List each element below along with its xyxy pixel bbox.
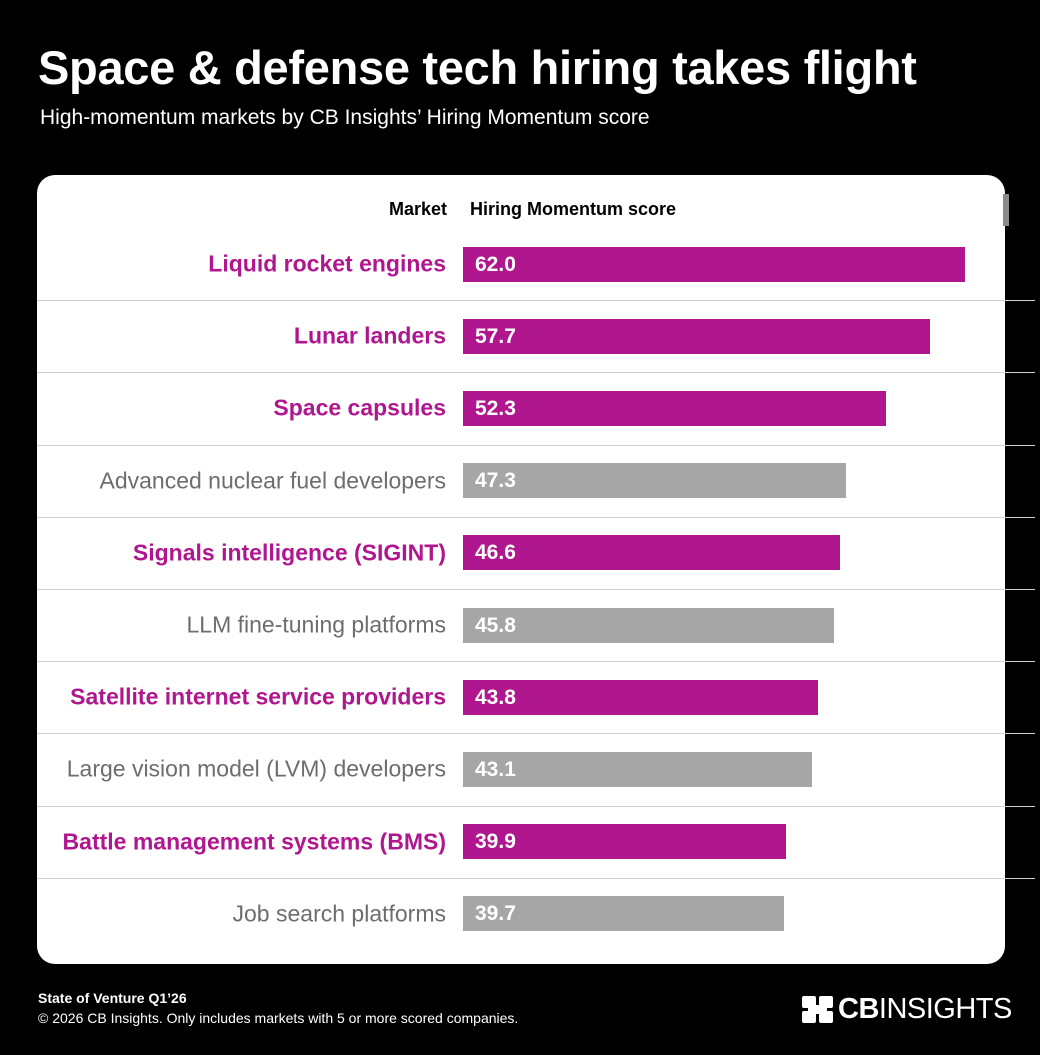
logo-text-regular: INSIGHTS [878,992,1012,1025]
row-divider [37,372,1035,373]
scroll-indicator [1003,194,1009,226]
bar-value-label: 46.6 [475,541,516,565]
cb-insights-logo-icon [802,995,833,1023]
row-divider [37,661,1035,662]
row-divider [37,445,1035,446]
bar [463,463,846,499]
bar-value-label: 57.7 [475,324,516,348]
chart-subtitle: High-momentum markets by CB Insights’ Hi… [40,106,650,129]
column-header-score: Hiring Momentum score [470,199,677,219]
bar-value-label: 52.3 [475,396,516,420]
bar [463,824,787,860]
bar [463,896,785,932]
market-label: Large vision model (LVM) developers [66,755,446,782]
source-label: State of Venture Q1’26 [38,990,187,1006]
bar [463,246,965,282]
bar-value-label: 47.3 [475,469,516,493]
bar [463,679,818,715]
market-label: Space capsules [273,394,446,421]
market-label: Advanced nuclear fuel developers [99,467,446,494]
bar [463,535,841,571]
bar-value-label: 39.9 [475,830,516,854]
bar [463,607,834,643]
bar-value-label: 43.8 [475,685,516,709]
bar-value-label: 43.1 [475,757,516,781]
bar [463,318,931,354]
market-label: Signals intelligence (SIGINT) [132,539,446,566]
market-label: Liquid rocket engines [208,250,446,277]
cb-insights-logo: CBINSIGHTS [802,992,1012,1025]
bar-value-label: 39.7 [475,902,516,926]
bar [463,751,812,787]
logo-text-bold: CB [838,992,879,1025]
market-label: Satellite internet service providers [70,683,446,710]
market-label: LLM fine-tuning platforms [186,611,446,638]
market-label: Lunar landers [293,322,446,349]
bar-value-label: 62.0 [475,252,516,276]
market-label: Job search platforms [232,900,446,927]
footnote: © 2026 CB Insights. Only includes market… [38,1010,519,1026]
row-divider [37,517,1035,518]
market-label: Battle management systems (BMS) [62,828,446,855]
row-divider [37,589,1035,590]
bar-value-label: 45.8 [475,613,516,637]
row-divider [37,733,1035,734]
row-divider [37,878,1035,879]
bar [463,390,887,426]
chart-title: Space & defense tech hiring takes flight [38,41,917,94]
row-divider [37,300,1035,301]
row-divider [37,806,1035,807]
column-header-market: Market [388,199,447,219]
